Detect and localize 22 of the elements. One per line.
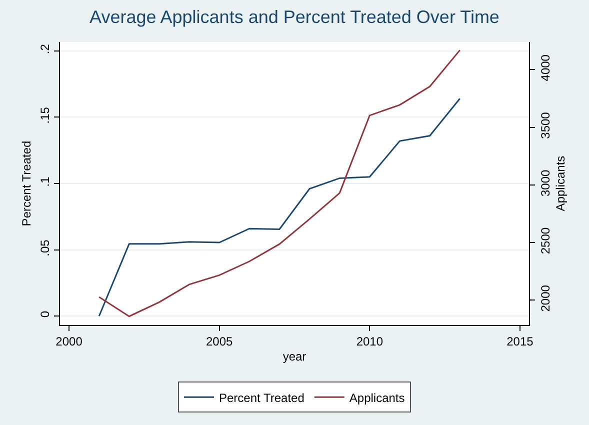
line-series xyxy=(98,49,461,318)
line-series xyxy=(98,98,461,317)
y2-tick-label: 3000 xyxy=(538,169,552,196)
x-tick-label: 2000 xyxy=(56,334,83,348)
y-axis-title: Percent Treated xyxy=(20,140,34,226)
y2-tick-label: 3500 xyxy=(538,112,552,139)
y-tick-label: .05 xyxy=(38,239,52,256)
y2-axis-title: Applicants xyxy=(553,156,568,212)
legend-label: Applicants xyxy=(349,390,405,405)
x-tick-label: 2005 xyxy=(206,334,234,348)
x-tick-label: 2010 xyxy=(356,334,384,348)
y-tick-label: .15 xyxy=(38,106,52,124)
y2-tick-label: 4000 xyxy=(538,54,552,82)
y-tick-label: .2 xyxy=(38,44,52,54)
y2-tick-label: 2500 xyxy=(538,227,552,254)
x-axis-title: year xyxy=(282,349,306,364)
x-tick-label: 2015 xyxy=(506,334,534,348)
chart-title: Average Applicants and Percent Treated Over Time xyxy=(90,7,500,28)
y-tick-label: 0 xyxy=(38,310,52,318)
y-tick-label: .1 xyxy=(38,176,52,187)
legend-label: Percent Treated xyxy=(219,390,304,405)
y2-tick-label: 2000 xyxy=(538,284,552,312)
